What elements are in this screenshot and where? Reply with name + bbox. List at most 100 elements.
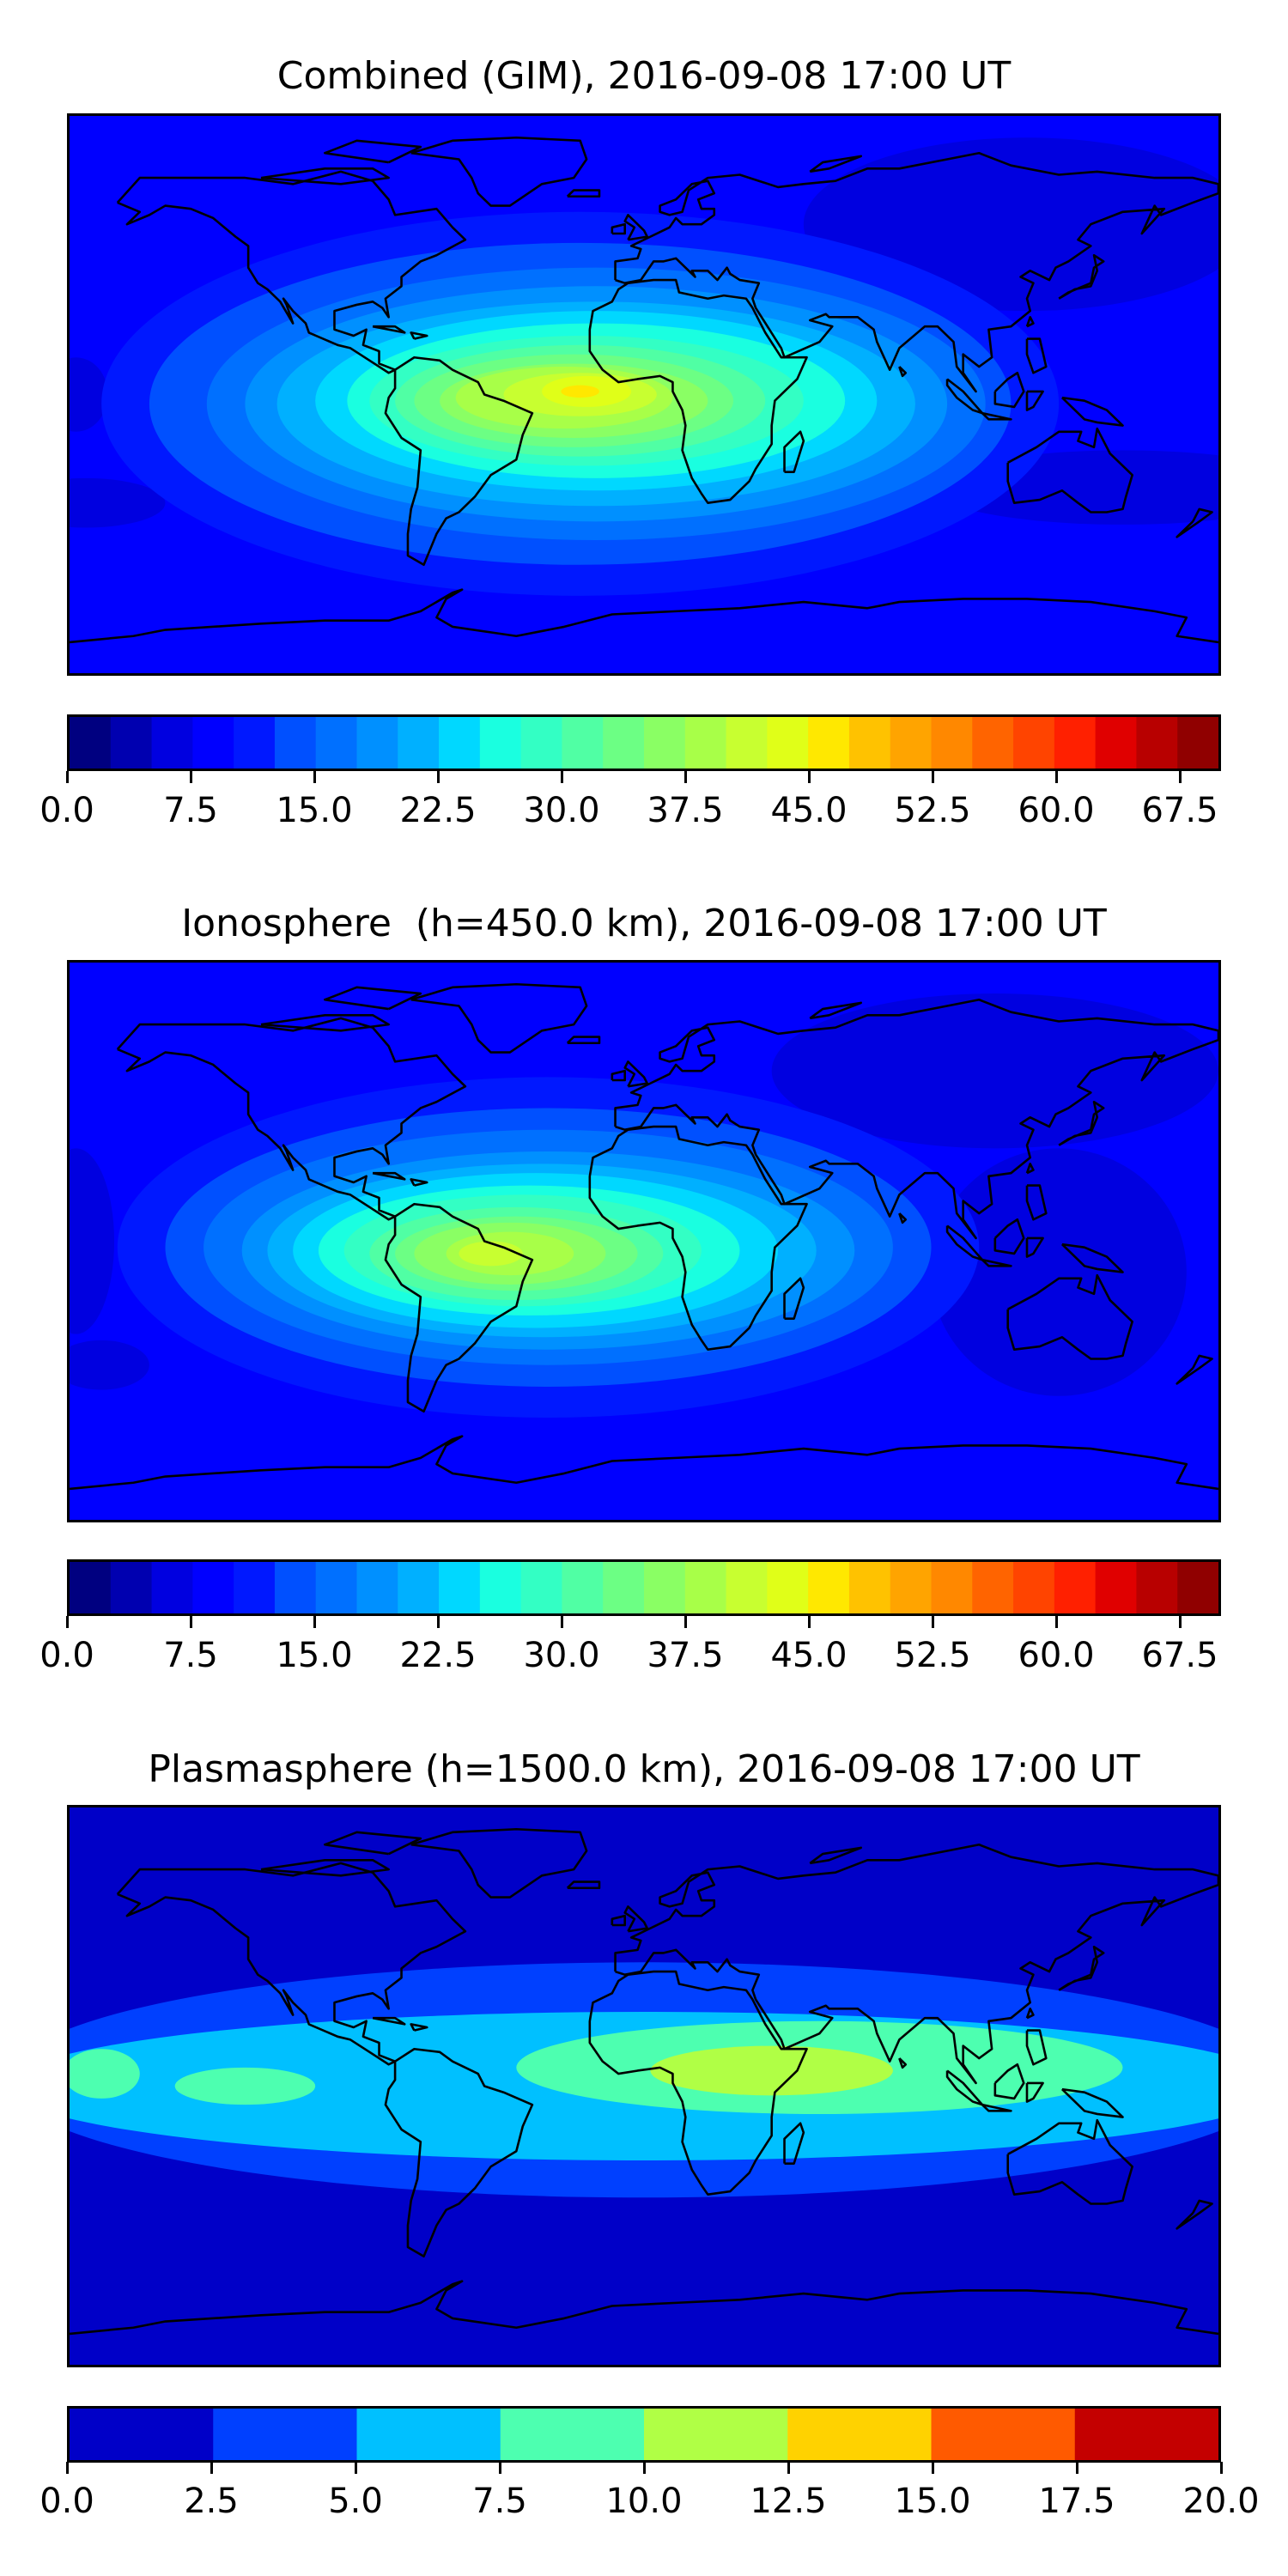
colorbar-segment: [1136, 1562, 1178, 1613]
colorbar-segment: [1074, 2409, 1218, 2460]
colorbar-segment: [520, 1562, 563, 1613]
colorbar-segment: [890, 717, 933, 769]
colorbar-segment: [500, 2409, 645, 2460]
colorbar-tick: [355, 2462, 357, 2474]
colorbar-segment: [356, 2409, 501, 2460]
coastline: [1027, 1186, 1046, 1220]
coastline: [325, 141, 421, 162]
colorbar-segment: [70, 2409, 214, 2460]
colorbar-segment: [562, 717, 604, 769]
colorbar-tick: [1179, 1616, 1182, 1628]
colorbar-tick: [932, 2462, 934, 2474]
coastline: [995, 373, 1024, 407]
colorbar-ticks-combined: 0.0 7.5 15.0 22.5 30.0 37.5 45.0 52.5 60.0 67.5: [39, 771, 1221, 840]
colorbar-segment: [726, 1562, 769, 1613]
colorbar-segment: [398, 1562, 440, 1613]
coastline: [616, 999, 1218, 1238]
colorbar-tick-label: 15.0: [276, 1636, 353, 1675]
coastline: [1027, 2031, 1046, 2065]
coastline: [325, 1832, 421, 1854]
colorbar-tick-label: 45.0: [770, 1636, 848, 1675]
colorbar-tick-label: 67.5: [1141, 791, 1218, 830]
coastline: [982, 2105, 1011, 2111]
colorbar-segment: [562, 1562, 604, 1613]
colorbar-tick-label: 17.5: [1038, 2482, 1115, 2521]
coastline: [325, 987, 421, 1009]
colorbar-tick-label: 7.5: [163, 1636, 218, 1675]
coastline: [612, 1071, 625, 1080]
coastline: [1008, 428, 1133, 512]
colorbar-tick: [808, 771, 811, 783]
colorbar-tick: [643, 2462, 646, 2474]
coastline: [1027, 2008, 1033, 2018]
contour-band: [771, 993, 1218, 1149]
coastlines: [70, 1829, 1218, 2334]
coastline: [947, 1225, 982, 1260]
colorbar-segment: [110, 1562, 153, 1613]
coastline: [261, 1860, 389, 1875]
colorbar-tick-label: 7.5: [163, 791, 218, 830]
coastline: [785, 1279, 804, 1319]
colorbar-segment: [972, 717, 1014, 769]
colorbar-tick: [684, 771, 687, 783]
colorbar-segment: [479, 717, 522, 769]
colorbar-tick-label: 22.5: [399, 791, 477, 830]
colorbar-segment: [603, 1562, 645, 1613]
coastline: [1177, 2201, 1212, 2228]
coastline: [1177, 1356, 1212, 1383]
coastline: [612, 224, 625, 234]
contour-band: [459, 1241, 523, 1267]
colorbar-tick-label: 15.0: [276, 791, 353, 830]
coastline: [1008, 2120, 1133, 2203]
colorbar-tick: [808, 1616, 811, 1628]
colorbar-tick-label: 22.5: [399, 1636, 477, 1675]
coastline: [590, 280, 807, 503]
chart-title-plasmasphere: Plasmasphere (h=1500.0 km), 2016-09-08 1…: [148, 1747, 1140, 1791]
contour-band: [70, 2049, 140, 2099]
coastline: [261, 1015, 389, 1030]
colorbar-plasmasphere: [67, 2406, 1221, 2463]
colorbar-ticks-plasmasphere: 0.0 2.5 5.0 7.5 10.0 12.5 15.0 17.5 20.0: [39, 2462, 1260, 2530]
coastline: [899, 367, 905, 376]
colorbar-segment: [972, 1562, 1014, 1613]
colorbar-segment: [1136, 717, 1178, 769]
coastline: [1027, 392, 1043, 410]
coastline: [373, 1173, 404, 1179]
coastline: [590, 1127, 807, 1350]
colorbar-segment: [151, 1562, 194, 1613]
colorbar-segment: [931, 717, 973, 769]
colorbar-tick: [190, 771, 192, 783]
colorbar-segment: [1177, 717, 1218, 769]
coastline: [568, 1037, 599, 1043]
contour-map-svg: [70, 1807, 1218, 2365]
coastline: [261, 168, 389, 184]
colorbar-tick: [932, 771, 934, 783]
colorbar-tick-label: 12.5: [750, 2482, 827, 2521]
map-combined: [67, 113, 1221, 676]
coastline: [411, 1829, 586, 1897]
coastline: [411, 137, 586, 205]
contour-band: [70, 357, 108, 432]
colorbar-segment: [767, 717, 809, 769]
colorbar-segment: [1013, 1562, 1055, 1613]
coastline: [616, 1844, 1218, 2083]
coastline: [1008, 1275, 1133, 1358]
colorbar-tick-label: 5.0: [328, 2482, 383, 2521]
contour-map-svg: [70, 116, 1218, 673]
colorbar-segment: [1095, 717, 1138, 769]
colorbar-segment: [1177, 1562, 1218, 1613]
coastline: [1027, 1163, 1033, 1173]
colorbar-tick: [190, 1616, 192, 1628]
colorbar-segment: [931, 2409, 1076, 2460]
colorbar-segment: [479, 1562, 522, 1613]
coastline: [1062, 398, 1123, 425]
contour-map-svg: [70, 963, 1218, 1520]
coastline: [612, 1916, 625, 1925]
contour-band: [589, 2070, 603, 2090]
coastline: [785, 2123, 804, 2164]
coastline: [118, 1018, 465, 1219]
colorbar-tick-label: 30.0: [523, 1636, 600, 1675]
colorbar-tick-label: 60.0: [1018, 1636, 1095, 1675]
colorbar-tick-label: 20.0: [1182, 2482, 1260, 2521]
colorbar-segment: [787, 2409, 933, 2460]
